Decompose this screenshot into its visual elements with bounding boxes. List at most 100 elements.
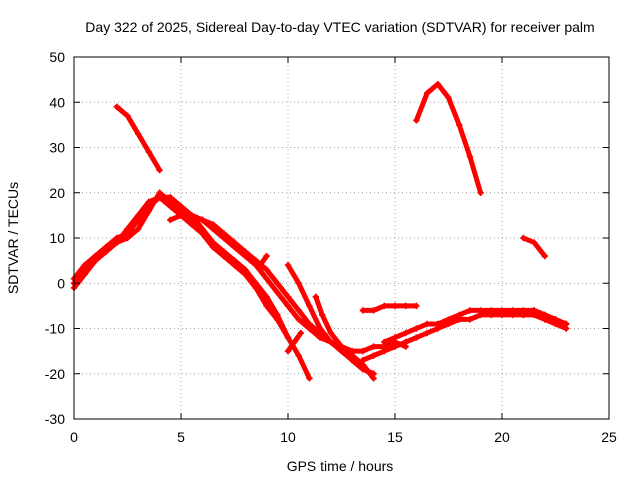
data-point bbox=[445, 94, 452, 101]
data-point bbox=[413, 325, 420, 332]
y-tick-label: 40 bbox=[49, 94, 65, 110]
data-point bbox=[530, 307, 538, 314]
series-arc-9 bbox=[312, 293, 377, 377]
data-point bbox=[291, 338, 298, 346]
y-tick-label: 50 bbox=[49, 49, 65, 65]
data-point bbox=[209, 243, 217, 251]
data-point bbox=[477, 307, 484, 314]
data-point bbox=[349, 356, 356, 364]
data-point bbox=[520, 234, 527, 242]
y-tick-label: -20 bbox=[45, 366, 65, 382]
data-point bbox=[359, 366, 367, 373]
data-point bbox=[199, 216, 206, 224]
data-point bbox=[220, 252, 227, 260]
data-point bbox=[102, 243, 110, 251]
data-point bbox=[402, 338, 409, 346]
data-point bbox=[316, 325, 324, 332]
x-tick-label: 0 bbox=[70, 429, 78, 445]
data-point bbox=[423, 90, 431, 97]
series-arc-14 bbox=[413, 80, 484, 196]
data-point bbox=[209, 221, 217, 228]
data-point bbox=[359, 307, 367, 314]
data-point bbox=[297, 329, 305, 337]
chart-title: Day 322 of 2025, Sidereal Day-to-day VTE… bbox=[85, 19, 594, 35]
series-arc-1 bbox=[113, 103, 163, 174]
series-line bbox=[114, 104, 163, 173]
data-point bbox=[167, 216, 174, 224]
data-point bbox=[423, 329, 431, 337]
data-point bbox=[530, 239, 538, 246]
data-point bbox=[145, 148, 153, 156]
data-point bbox=[231, 261, 238, 269]
data-point bbox=[220, 230, 227, 237]
data-point bbox=[135, 216, 142, 224]
data-point bbox=[263, 275, 270, 282]
data-point bbox=[456, 121, 463, 129]
data-point bbox=[552, 316, 559, 323]
data-point bbox=[145, 207, 153, 215]
y-axis-label: SDTVAR / TECUs bbox=[5, 182, 21, 294]
data-point bbox=[124, 112, 131, 120]
data-point bbox=[391, 343, 399, 350]
data-point bbox=[423, 320, 431, 328]
data-point bbox=[156, 166, 163, 174]
data-point bbox=[498, 307, 506, 314]
data-point bbox=[274, 289, 281, 296]
data-point bbox=[456, 311, 463, 319]
series-arc-16 bbox=[520, 307, 570, 328]
plot-data bbox=[70, 80, 570, 382]
data-point bbox=[434, 80, 441, 88]
data-point bbox=[563, 320, 570, 328]
data-point bbox=[135, 225, 142, 233]
data-point bbox=[295, 280, 302, 287]
data-point bbox=[177, 207, 185, 215]
data-point bbox=[284, 261, 292, 269]
y-tick-label: 20 bbox=[49, 185, 65, 201]
data-point bbox=[541, 252, 548, 260]
data-point bbox=[466, 307, 474, 314]
data-point bbox=[284, 293, 292, 301]
data-point bbox=[370, 352, 377, 359]
data-point bbox=[381, 338, 388, 346]
data-point bbox=[381, 302, 388, 310]
data-point bbox=[231, 239, 238, 246]
data-point bbox=[242, 248, 249, 255]
data-point bbox=[295, 307, 302, 314]
data-point bbox=[319, 311, 326, 319]
data-point bbox=[252, 284, 260, 291]
data-point bbox=[466, 316, 474, 323]
data-point bbox=[92, 252, 99, 260]
data-point bbox=[402, 302, 409, 310]
y-tick-label: 30 bbox=[49, 140, 65, 156]
data-point bbox=[188, 212, 195, 219]
data-point bbox=[263, 293, 270, 301]
data-point bbox=[263, 266, 270, 273]
data-point bbox=[274, 280, 281, 287]
data-point bbox=[263, 302, 270, 310]
data-point bbox=[284, 302, 292, 310]
data-point bbox=[242, 271, 249, 278]
data-point bbox=[338, 343, 345, 350]
data-point bbox=[284, 347, 292, 355]
data-point bbox=[488, 307, 495, 314]
data-point bbox=[413, 334, 420, 341]
series-arc-15 bbox=[520, 234, 548, 260]
data-point bbox=[509, 307, 516, 314]
data-point bbox=[445, 316, 452, 323]
series-arc-4 bbox=[70, 189, 281, 323]
data-point bbox=[306, 320, 313, 328]
y-tick-label: -10 bbox=[45, 321, 65, 337]
data-point bbox=[327, 338, 334, 346]
series-arc-13 bbox=[359, 302, 420, 314]
data-point bbox=[263, 252, 270, 260]
data-point bbox=[295, 352, 302, 359]
data-point bbox=[402, 329, 409, 337]
data-point bbox=[274, 316, 281, 323]
axis-ticks: 0 5 10 15 20 25 -30 -20 -10 0 10 20 30 40 50 bbox=[45, 49, 617, 445]
data-point bbox=[295, 316, 302, 323]
data-point bbox=[135, 130, 142, 138]
data-point bbox=[199, 230, 206, 237]
data-point bbox=[359, 347, 367, 355]
data-point bbox=[370, 307, 377, 314]
